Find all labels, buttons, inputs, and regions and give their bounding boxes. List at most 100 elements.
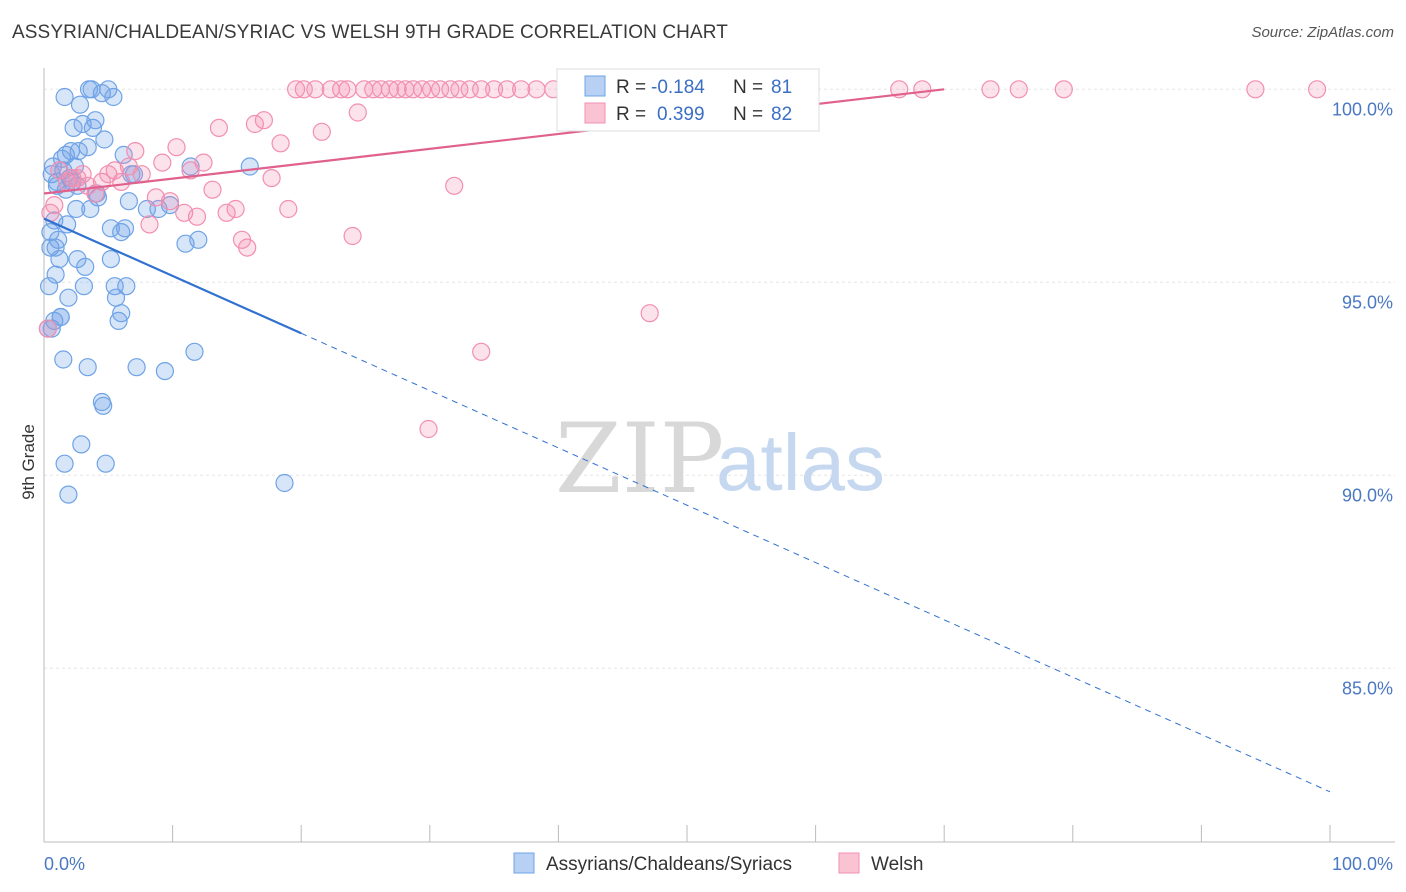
point-welsh-15 [126,142,145,161]
bottom-legend-label-welsh: Welsh [871,854,923,875]
point-welsh-78 [445,176,464,195]
point-assyrians-38 [104,87,123,107]
point-welsh-18 [146,188,165,207]
point-welsh-71 [913,80,932,99]
point-welsh-35 [271,134,290,153]
watermark-atlas: atlas [716,418,885,507]
point-welsh-26 [203,180,222,199]
point-welsh-12 [105,161,124,180]
legend-r-value-2: 0.399 [657,104,705,125]
point-assyrians-52 [155,362,174,381]
point-welsh-28 [217,203,236,222]
trend-assyrians-dashed [300,332,1331,793]
point-assyrians-57 [59,485,78,504]
point-welsh-54 [431,80,450,99]
point-assyrians-44 [119,192,138,211]
legend-n-value-1: 81 [771,77,792,98]
point-assyrians-50 [94,396,113,415]
point-welsh-29 [226,199,245,219]
point-welsh-81 [419,419,438,439]
point-assyrians-37 [101,250,121,269]
point-assyrians-70 [46,238,65,257]
point-welsh-0 [38,319,58,338]
watermark: ZIP atlas [555,403,885,515]
point-welsh-20 [160,192,180,211]
point-welsh-76 [1307,80,1327,99]
point-assyrians-20 [64,118,83,138]
point-welsh-31 [238,238,257,257]
point-welsh-56 [450,80,469,99]
point-welsh-21 [167,138,186,157]
point-assyrians-53 [185,342,204,361]
watermark-zip: ZIP [555,403,724,515]
point-welsh-44 [348,103,367,122]
point-assyrians-16 [57,215,77,234]
point-assyrians-63 [112,304,131,323]
bottom-legend-label-assyrians: Assyrians/Chaldeans/Syriacs [546,854,792,875]
point-welsh-80 [472,342,491,361]
point-welsh-60 [497,80,517,99]
legend-n-label-2: N = [733,104,763,125]
point-welsh-62 [527,80,546,99]
point-assyrians-35 [95,130,114,149]
point-assyrians-54 [72,435,91,454]
point-assyrians-24 [70,95,90,114]
legend-swatch-blue [584,75,606,97]
point-welsh-43 [338,80,357,99]
point-assyrians-51 [127,358,146,377]
point-assyrians-62 [160,196,180,215]
point-assyrians-21 [67,199,86,219]
x-tick-labels: 0.0% 100.0% [44,854,1393,874]
point-assyrians-26 [76,257,95,276]
point-welsh-59 [485,80,504,99]
legend-n-value-2: 82 [771,104,792,125]
point-welsh-34 [262,169,281,188]
point-welsh-36 [279,199,298,219]
point-assyrians-10 [50,250,69,269]
point-assyrians-17 [59,288,78,307]
correlation-legend: R = -0.184 N = 81 R = 0.399 N = 82 [556,68,820,132]
point-assyrians-42 [114,145,133,164]
chart-title: ASSYRIAN/CHALDEAN/SYRIAC VS WELSH 9TH GR… [12,22,728,43]
point-welsh-48 [380,80,399,99]
y-axis-label: 9th Grade [19,424,38,500]
series-welsh-points [38,80,1327,439]
point-welsh-16 [132,165,151,184]
point-assyrians-48 [78,358,97,377]
x-tick-label-1: 100.0% [1332,854,1393,874]
point-assyrians-27 [78,138,97,157]
y-tick-label-1: 90.0% [1342,485,1393,505]
series-legend: Assyrians/Chaldeans/Syriacs Welsh [513,852,923,875]
legend-swatch-pink [584,102,606,124]
point-assyrians-22 [68,250,87,269]
point-assyrians-7 [46,265,65,284]
point-assyrians-56 [96,454,115,473]
legend-r-value-1: -0.184 [651,77,705,98]
point-assyrians-1 [39,277,59,296]
point-welsh-27 [209,118,228,138]
point-assyrians-14 [55,87,74,107]
point-welsh-19 [153,153,172,172]
point-welsh-17 [140,215,159,234]
point-welsh-61 [511,80,531,99]
point-assyrians-32 [86,111,105,130]
bottom-legend-swatch-welsh [838,852,860,874]
point-welsh-9 [86,184,105,203]
point-welsh-77 [343,226,362,246]
point-welsh-39 [306,80,325,99]
point-welsh-72 [981,80,1000,99]
point-welsh-32 [245,114,264,134]
point-welsh-42 [332,80,351,99]
point-welsh-37 [287,80,306,99]
legend-n-label-1: N = [733,77,763,98]
point-welsh-58 [472,80,491,99]
point-welsh-75 [1246,80,1265,99]
point-assyrians-65 [47,172,67,191]
point-welsh-25 [194,153,213,172]
source-credit: Source: ZipAtlas.com [1251,24,1394,41]
point-welsh-2 [45,196,64,215]
point-welsh-5 [63,169,82,188]
point-welsh-73 [1009,80,1028,99]
point-assyrians-73 [74,277,94,296]
